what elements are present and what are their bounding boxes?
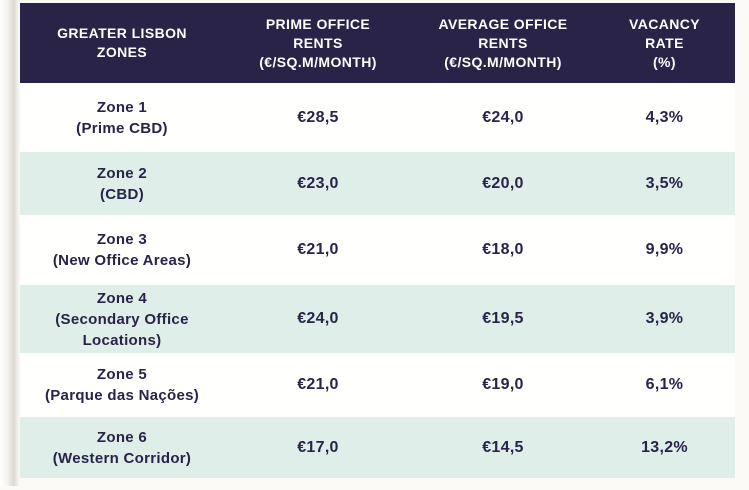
prime-rent-cell: €24,0 [297, 310, 339, 327]
average-rent-cell: €19,0 [482, 376, 524, 393]
header-zones-line: GREATER LISBON [57, 25, 187, 41]
zone-cell: Zone 1 (Prime CBD) [20, 83, 224, 152]
table-row: Zone 1 (Prime CBD) €28,5 €24,0 4,3% [20, 83, 735, 152]
table-row: Zone 6 (Western Corridor) €17,0 €14,5 13… [20, 417, 735, 478]
zone-subname: (New Office Areas) [52, 252, 192, 269]
header-prime-line: PRIME OFFICE [265, 15, 371, 32]
zone-cell: Zone 2 (CBD) [20, 152, 224, 215]
prime-rent-cell: €23,0 [297, 174, 339, 192]
zone-subname: (CBD) [100, 185, 144, 203]
header-prime-line: (€/SQ.M/MONTH) [259, 53, 377, 70]
average-rent-cell: €19,5 [482, 310, 524, 327]
table-row: Zone 5 (Parque das Nações) €21,0 €19,0 6… [20, 353, 735, 417]
header-average-line: RENTS [478, 34, 528, 51]
zone-subname: (Prime CBD) [76, 119, 168, 137]
header-vacancy-rate: VACANCY RATE (%) [594, 3, 735, 83]
table-body: Zone 1 (Prime CBD) €28,5 €24,0 4,3% Zone… [20, 83, 735, 478]
zone-cell: Zone 6 (Western Corridor) [20, 417, 224, 478]
prime-rent-cell: €21,0 [297, 376, 339, 393]
zone-name: Zone 5 [96, 366, 148, 383]
page-edge-shadow [0, 0, 22, 486]
zone-name: Zone 1 [96, 98, 148, 116]
vacancy-rate-cell: 13,2% [641, 438, 688, 456]
header-vacancy-line: (%) [653, 53, 676, 70]
table-header-row: GREATER LISBON ZONES PRIME OFFICE RENTS … [20, 3, 735, 83]
zone-name: Zone 6 [96, 428, 148, 446]
zone-cell: Zone 4 (Secondary Office Locations) [20, 285, 224, 353]
vacancy-rate-cell: 3,5% [645, 174, 684, 192]
prime-rent-cell: €21,0 [297, 241, 339, 258]
zone-subname: (Parque das Nações) [44, 387, 200, 404]
zone-subname: Locations) [82, 331, 162, 349]
prime-rent-cell: €28,5 [297, 108, 339, 126]
average-rent-cell: €14,5 [482, 438, 524, 456]
average-rent-cell: €20,0 [482, 174, 524, 192]
lisbon-office-rents-table: GREATER LISBON ZONES PRIME OFFICE RENTS … [20, 3, 735, 478]
table-row: Zone 3 (New Office Areas) €21,0 €18,0 9,… [20, 215, 735, 285]
zone-name: Zone 3 [96, 231, 148, 248]
prime-rent-cell: €17,0 [297, 438, 339, 456]
average-rent-cell: €18,0 [482, 241, 524, 258]
header-vacancy-line: VACANCY [629, 15, 700, 32]
zone-cell: Zone 3 (New Office Areas) [20, 215, 224, 285]
vacancy-rate-cell: 4,3% [645, 108, 684, 126]
vacancy-rate-cell: 3,9% [645, 310, 684, 327]
header-zones: GREATER LISBON ZONES [20, 3, 224, 83]
header-average-line: (€/SQ.M/MONTH) [444, 53, 562, 70]
header-prime-line: RENTS [293, 34, 343, 51]
zone-name: Zone 4 [96, 289, 148, 307]
zone-name: Zone 2 [96, 164, 148, 182]
average-rent-cell: €24,0 [482, 108, 524, 126]
header-zones-line: ZONES [96, 44, 148, 60]
header-average-rents: AVERAGE OFFICE RENTS (€/SQ.M/MONTH) [412, 3, 594, 83]
header-prime-rents: PRIME OFFICE RENTS (€/SQ.M/MONTH) [224, 3, 412, 83]
zone-cell: Zone 5 (Parque das Nações) [20, 353, 224, 417]
table-row: Zone 2 (CBD) €23,0 €20,0 3,5% [20, 152, 735, 215]
vacancy-rate-cell: 9,9% [645, 241, 684, 258]
zone-subname: (Secondary Office [55, 310, 189, 328]
header-vacancy-line: RATE [645, 34, 684, 51]
vacancy-rate-cell: 6,1% [645, 376, 684, 393]
zone-subname: (Western Corridor) [52, 449, 192, 467]
table-row: Zone 4 (Secondary Office Locations) €24,… [20, 285, 735, 353]
header-average-line: AVERAGE OFFICE [438, 15, 568, 32]
